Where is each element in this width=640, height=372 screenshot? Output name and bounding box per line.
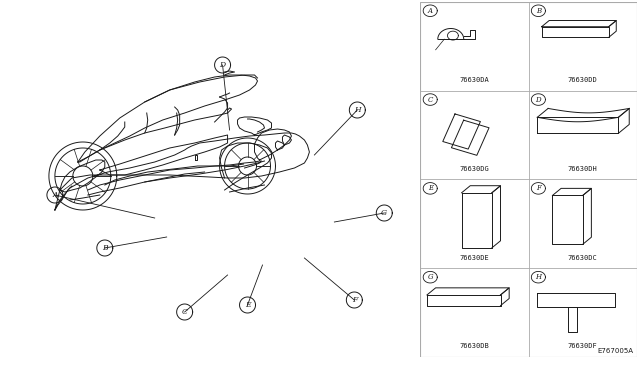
Text: C: C [428, 96, 433, 103]
Text: G: G [428, 273, 433, 281]
Text: E: E [428, 185, 433, 192]
Text: 76630DH: 76630DH [568, 166, 598, 172]
Text: 76630DC: 76630DC [568, 255, 598, 261]
Text: A: A [428, 7, 433, 15]
Text: H: H [354, 106, 360, 114]
Text: H: H [535, 273, 541, 281]
Text: B: B [536, 7, 541, 15]
Text: D: D [220, 61, 226, 69]
Text: 76630DB: 76630DB [460, 343, 490, 349]
Text: 76630DA: 76630DA [460, 77, 490, 83]
Text: G: G [381, 209, 387, 217]
Text: 76630DE: 76630DE [460, 255, 490, 261]
Text: E767005A: E767005A [598, 349, 634, 355]
Text: D: D [536, 96, 541, 103]
Text: B: B [102, 244, 108, 252]
Text: F: F [352, 296, 357, 304]
Text: 76630DG: 76630DG [460, 166, 490, 172]
Text: F: F [536, 185, 541, 192]
Text: C: C [182, 308, 188, 316]
Text: A: A [52, 191, 58, 199]
Text: 76630DD: 76630DD [568, 77, 598, 83]
Text: 76630DF: 76630DF [568, 343, 598, 349]
Text: E: E [244, 301, 250, 309]
